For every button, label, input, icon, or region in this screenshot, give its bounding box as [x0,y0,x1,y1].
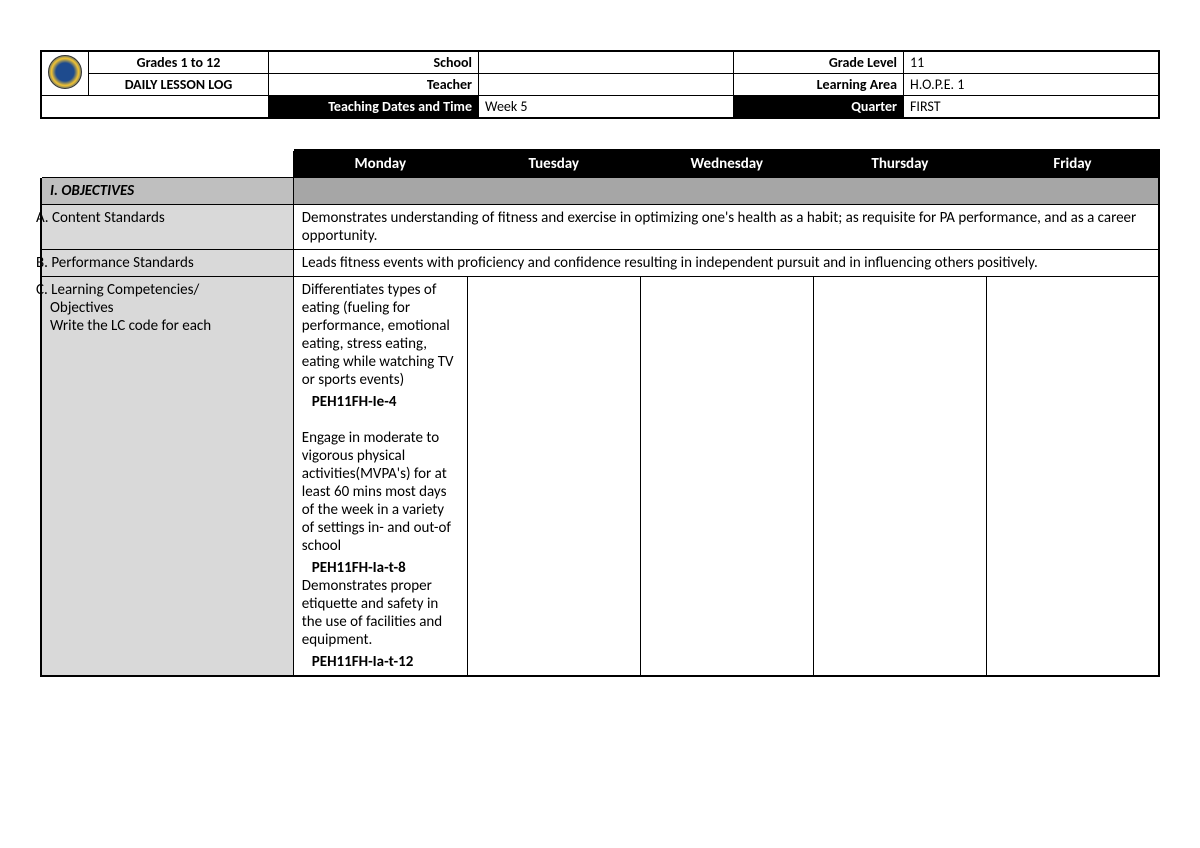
days-header-row: Monday Tuesday Wednesday Thursday Friday [41,150,1159,178]
lc-wednesday-cell [640,277,813,677]
day-tuesday: Tuesday [467,150,640,178]
lc-thursday-cell [813,277,986,677]
objectives-title: I. OBJECTIVES [41,178,293,205]
title-line2: DAILY LESSON LOG [89,74,269,96]
lc-label-line3: Write the LC code for each [50,317,211,335]
title-line1: Grades 1 to 12 [89,51,269,74]
lc-block3-code: PEH11FH-Ia-t-12 [302,653,459,671]
performance-standards-label: B. Performance Standards [41,250,293,277]
value-grade-level: 11 [904,51,1160,74]
lc-block2-text: Engage in moderate to vigorous physical … [302,429,459,555]
lc-label-line1: C. Learning Competencies/ [36,281,199,299]
content-standards-label: A. Content Standards [41,205,293,250]
label-quarter: Quarter [734,96,904,119]
label-learning-area: Learning Area [734,74,904,96]
lc-block1-code: PEH11FH-Ie-4 [302,393,459,411]
lc-block1-text: Differentiates types of eating (fueling … [302,281,459,389]
value-learning-area: H.O.P.E. 1 [904,74,1160,96]
lc-label-line2: Objectives [50,299,114,317]
label-teaching-dates: Teaching Dates and Time [269,96,479,119]
header-table: Grades 1 to 12 School Grade Level 11 DAI… [40,50,1160,119]
value-school [479,51,734,74]
lc-friday-cell [986,277,1159,677]
day-monday: Monday [293,150,467,178]
logo-cell [41,51,89,96]
day-friday: Friday [986,150,1159,178]
performance-standards-text: Leads fitness events with proficiency an… [293,250,1159,277]
label-grade-level: Grade Level [734,51,904,74]
learning-competencies-label: C. Learning Competencies/ Objectives Wri… [41,277,293,677]
deped-logo-icon [48,55,82,89]
day-wednesday: Wednesday [640,150,813,178]
value-quarter: FIRST [904,96,1160,119]
value-teacher [479,74,734,96]
content-standards-text: Demonstrates understanding of fitness an… [293,205,1159,250]
lc-tuesday-cell [467,277,640,677]
lc-block2-code: PEH11FH-Ia-t-8 [302,559,459,577]
lc-monday-cell: Differentiates types of eating (fueling … [293,277,467,677]
label-teacher: Teacher [269,74,479,96]
objectives-banner [293,178,1159,205]
day-thursday: Thursday [813,150,986,178]
lc-block3-text: Demonstrates proper etiquette and safety… [302,577,459,649]
value-teaching-dates: Week 5 [479,96,734,119]
main-lesson-table: Monday Tuesday Wednesday Thursday Friday… [40,149,1160,677]
label-school: School [269,51,479,74]
